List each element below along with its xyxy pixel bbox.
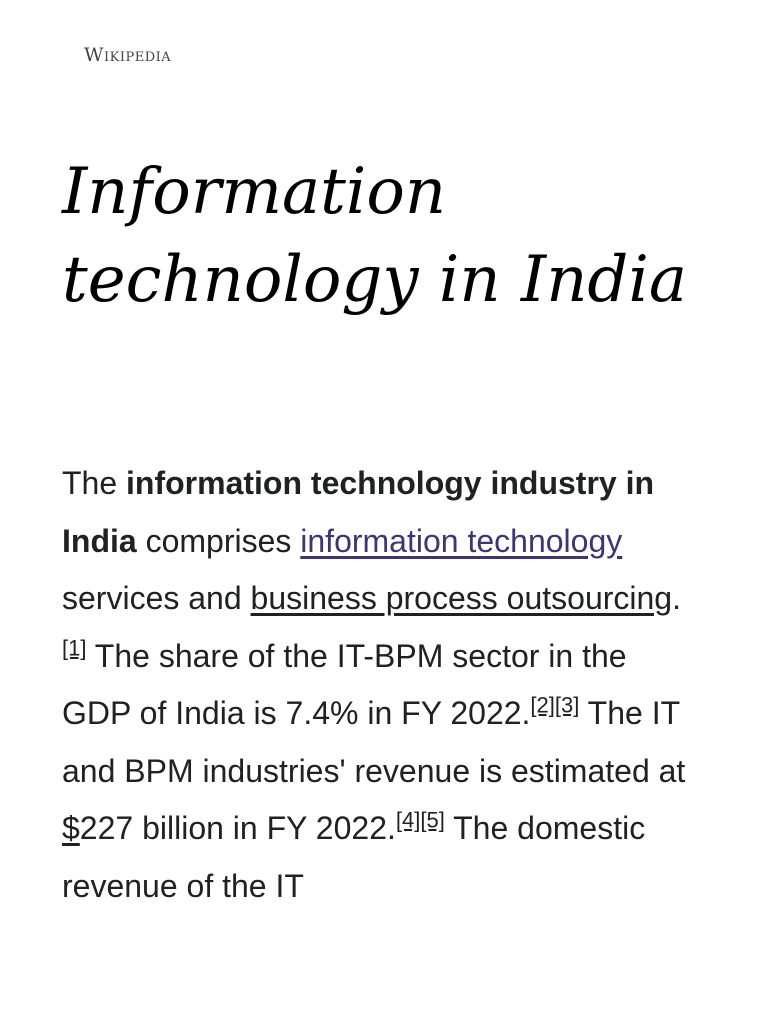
- reference-link[interactable]: [3]: [554, 692, 580, 718]
- text-segment: The IT and BPM industries' revenue is es…: [62, 695, 686, 789]
- text-segment: services and: [62, 580, 251, 616]
- reference-4[interactable]: [4]: [396, 807, 420, 832]
- link-business-process-outsourcing[interactable]: business process outsourcing: [250, 580, 673, 616]
- text-segment: 227 billion in FY 2022.: [79, 810, 396, 846]
- link-us-dollar[interactable]: $: [62, 810, 80, 846]
- reference-link[interactable]: [2]: [530, 692, 555, 718]
- title-line-1: Information: [62, 155, 447, 229]
- reference-3[interactable]: [3]: [555, 692, 579, 717]
- wikipedia-logo[interactable]: Wikipedia: [84, 44, 172, 66]
- text-segment: comprises: [136, 522, 301, 559]
- reference-1[interactable]: [1]: [62, 635, 86, 660]
- text-segment: .: [672, 580, 681, 616]
- article-intro-paragraph: The information technology industry in I…: [62, 455, 702, 915]
- reference-2[interactable]: [2]: [530, 692, 554, 717]
- reference-5[interactable]: [5]: [420, 807, 444, 832]
- title-line-2: technology in India: [62, 243, 687, 317]
- reference-link[interactable]: [4]: [395, 807, 421, 833]
- text-segment: The domestic revenue of the IT: [62, 810, 646, 904]
- reference-link[interactable]: [1]: [62, 634, 87, 660]
- text-segment: The share of the IT-BPM sector in the GD…: [62, 637, 627, 732]
- link-information-technology[interactable]: information technology: [300, 522, 623, 559]
- text-segment: The: [62, 465, 127, 501]
- page-title: Information technology in India: [62, 148, 742, 324]
- reference-link[interactable]: [5]: [420, 807, 445, 833]
- bold-term: information technology industry in India: [62, 465, 655, 559]
